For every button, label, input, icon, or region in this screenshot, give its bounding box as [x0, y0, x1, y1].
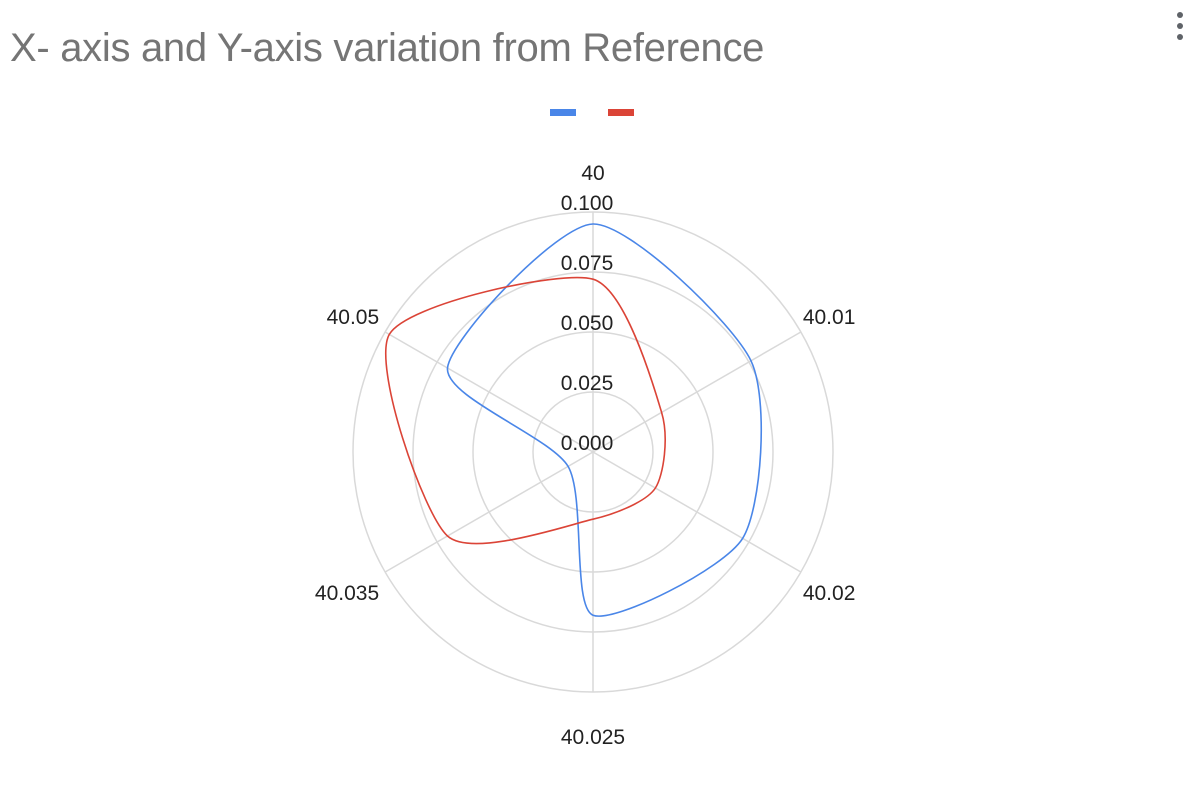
grid-spoke [592, 331, 802, 453]
menu-dot [1177, 12, 1183, 18]
radial-tick-label: 0.075 [561, 252, 614, 275]
radial-tick-label: 0.100 [561, 192, 614, 215]
radial-tick-label: 0.050 [561, 312, 614, 335]
grid-spoke [592, 451, 802, 573]
more-options-icon[interactable] [1166, 4, 1194, 48]
radar-series [385, 223, 762, 617]
category-label: 40.01 [803, 306, 856, 329]
category-labels: 40 40.01 40.02 40.025 40.035 40.05 [315, 162, 855, 749]
radar-spokes [384, 212, 802, 692]
menu-dot [1177, 34, 1183, 40]
radial-tick-label: 0.025 [561, 372, 614, 395]
grid-spoke [384, 451, 594, 573]
category-label: 40.025 [561, 726, 625, 749]
category-label: 40.05 [327, 306, 380, 329]
radial-tick-label: 0.000 [561, 432, 614, 455]
series-line-2[interactable] [385, 276, 666, 545]
menu-dot [1177, 23, 1183, 29]
legend-swatch-2[interactable] [608, 109, 634, 116]
category-label: 40 [581, 162, 604, 185]
legend [550, 109, 634, 116]
radial-tick-labels: 0.000 0.025 0.050 0.075 0.100 [561, 192, 614, 455]
category-label: 40.02 [803, 582, 856, 605]
grid-spoke [384, 331, 594, 453]
legend-swatch-1[interactable] [550, 109, 576, 116]
series-line-1[interactable] [446, 223, 762, 617]
category-label: 40.035 [315, 582, 379, 605]
chart-title: X- axis and Y-axis variation from Refere… [10, 26, 765, 70]
